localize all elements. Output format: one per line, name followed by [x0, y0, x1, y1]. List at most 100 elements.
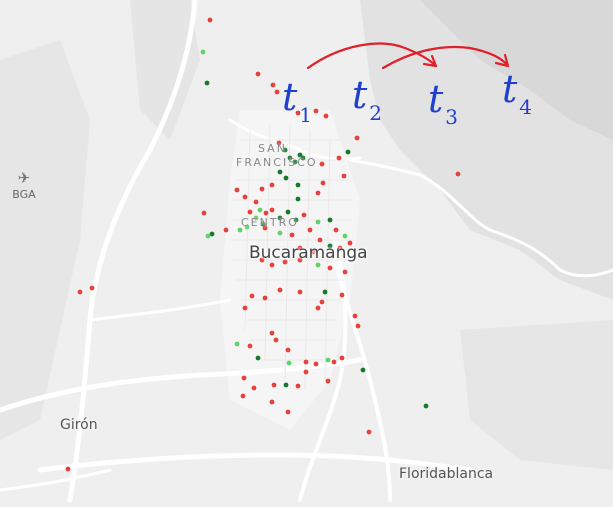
point-red: [289, 232, 295, 238]
point-dark-green: [327, 217, 333, 223]
point-dark-green: [209, 231, 215, 237]
point-dark-green: [327, 243, 333, 249]
point-red: [355, 323, 361, 329]
point-light-green: [315, 219, 321, 225]
terrain: [360, 0, 613, 300]
point-red: [327, 265, 333, 271]
point-red: [249, 293, 255, 299]
point-red: [247, 209, 253, 215]
point-red: [77, 289, 83, 295]
point-red: [319, 299, 325, 305]
point-red: [247, 343, 253, 349]
point-dark-green: [423, 403, 429, 409]
point-dark-green: [300, 155, 306, 161]
point-red: [333, 227, 339, 233]
transition-arrows: [306, 42, 510, 70]
point-dark-green: [322, 289, 328, 295]
point-red: [295, 110, 301, 116]
label-floridablanca: Floridablanca: [399, 466, 494, 482]
point-light-green: [315, 262, 321, 268]
point-red: [269, 330, 275, 336]
point-red: [354, 135, 360, 141]
point-red: [276, 140, 282, 146]
point-red: [274, 89, 280, 95]
point-light-green: [342, 233, 348, 239]
point-dark-green: [360, 367, 366, 373]
point-red: [315, 305, 321, 311]
point-red: [310, 249, 316, 255]
point-red: [234, 187, 240, 193]
point-red: [270, 82, 276, 88]
point-red: [201, 210, 207, 216]
point-red: [307, 227, 313, 233]
airport-marker[interactable]: ✈ BGA: [10, 170, 38, 201]
point-red: [259, 186, 265, 192]
point-red: [325, 378, 331, 384]
point-dark-green: [277, 169, 283, 175]
point-dark-green: [260, 221, 266, 227]
label-francisco: FRANCISCO: [236, 156, 318, 169]
arrow-t2-t4: [381, 45, 510, 70]
point-red: [317, 237, 323, 243]
point-red: [241, 375, 247, 381]
point-red: [263, 210, 269, 216]
point-dark-green: [293, 217, 299, 223]
label-bucaramanga: Bucaramanga: [249, 243, 368, 263]
point-red: [282, 259, 288, 265]
point-light-green: [253, 215, 259, 221]
point-light-green: [325, 357, 331, 363]
point-layer: [65, 17, 461, 472]
point-red: [352, 313, 358, 319]
arrow-t1-t3: [306, 42, 438, 70]
point-red: [297, 245, 303, 251]
point-red: [207, 17, 213, 23]
point-dark-green: [295, 182, 301, 188]
label-centro: CENTRO: [241, 216, 299, 229]
point-dark-green: [285, 209, 291, 215]
point-red: [342, 269, 348, 275]
point-dark-green: [292, 159, 298, 165]
point-light-green: [200, 49, 206, 55]
point-red: [269, 399, 275, 405]
point-red: [320, 180, 326, 186]
point-red: [259, 257, 265, 263]
point-dark-green: [295, 196, 301, 202]
street-grid: [230, 124, 352, 391]
point-red: [223, 227, 229, 233]
point-red: [315, 190, 321, 196]
point-red: [339, 355, 345, 361]
point-light-green: [205, 233, 211, 239]
point-red: [455, 171, 461, 177]
point-dark-green: [255, 355, 261, 361]
point-red: [295, 383, 301, 389]
point-red: [273, 337, 279, 343]
airplane-icon: ✈: [17, 169, 31, 187]
point-dark-green: [204, 80, 210, 86]
point-red: [313, 361, 319, 367]
point-red: [366, 429, 372, 435]
point-red: [253, 199, 259, 205]
point-light-green: [277, 230, 283, 236]
point-red: [277, 287, 283, 293]
point-red: [323, 113, 329, 119]
point-red: [336, 155, 342, 161]
label-giron: Girón: [60, 417, 98, 433]
point-light-green: [234, 341, 240, 347]
point-red: [341, 173, 347, 179]
point-light-green: [257, 207, 263, 213]
point-dark-green: [283, 382, 289, 388]
point-light-green: [244, 224, 250, 230]
point-red: [242, 305, 248, 311]
point-red: [271, 382, 277, 388]
point-red: [285, 409, 291, 415]
point-red: [251, 385, 257, 391]
point-red: [297, 289, 303, 295]
point-red: [313, 108, 319, 114]
